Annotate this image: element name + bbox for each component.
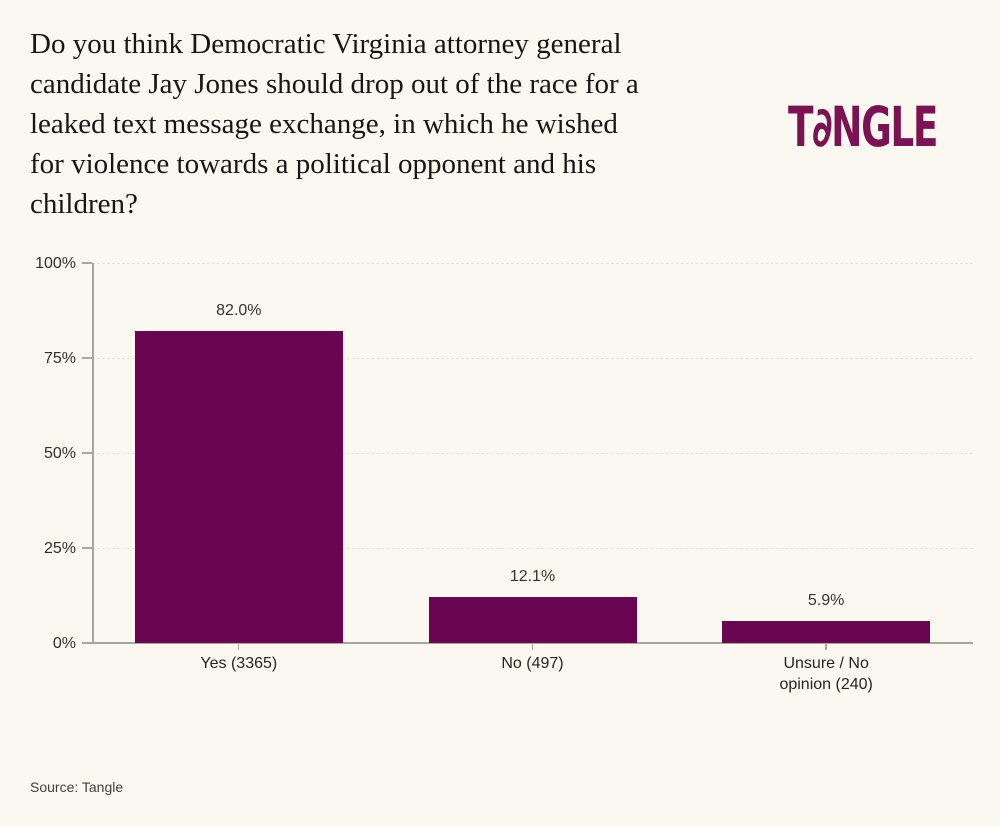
y-tick-label: 50% xyxy=(43,445,76,462)
bar xyxy=(722,620,931,643)
x-tick xyxy=(825,644,827,650)
y-gridline xyxy=(92,452,973,454)
y-tick xyxy=(82,262,92,264)
logo-stylized-a-icon: ∂ xyxy=(812,95,832,159)
chart-question-title: Do you think Democratic Virginia attorne… xyxy=(30,28,639,220)
logo-letters-ngle: NGLE xyxy=(831,95,938,159)
bar-value-label: 82.0% xyxy=(216,302,262,320)
y-tick-label: 75% xyxy=(43,350,76,367)
y-tick xyxy=(82,357,92,359)
y-gridline xyxy=(92,547,973,549)
bar-value-label: 5.9% xyxy=(807,591,845,609)
y-gridline xyxy=(92,357,973,359)
bar-value-label: 12.1% xyxy=(509,568,556,586)
x-category-label: Unsure / No opinion (240) xyxy=(779,655,873,693)
y-gridline xyxy=(92,262,973,264)
y-tick xyxy=(82,642,92,644)
bar xyxy=(428,597,637,643)
y-axis-line xyxy=(92,263,94,643)
logo-letter-t: T xyxy=(788,95,814,159)
x-tick xyxy=(237,644,240,650)
tangle-logo: T∂NGLE xyxy=(788,95,938,159)
x-category-label: Yes (3365) xyxy=(200,655,278,672)
y-tick-label: 25% xyxy=(43,540,76,557)
x-tick xyxy=(531,644,533,650)
y-tick-label: 0% xyxy=(52,635,76,652)
x-axis-line xyxy=(92,642,973,644)
source-attribution: Source: Tangle xyxy=(30,779,124,795)
x-category-label: No (497) xyxy=(501,655,564,672)
bar xyxy=(134,331,343,643)
y-tick xyxy=(82,452,92,454)
y-tick xyxy=(82,547,92,549)
y-tick-label: 100% xyxy=(35,255,76,272)
